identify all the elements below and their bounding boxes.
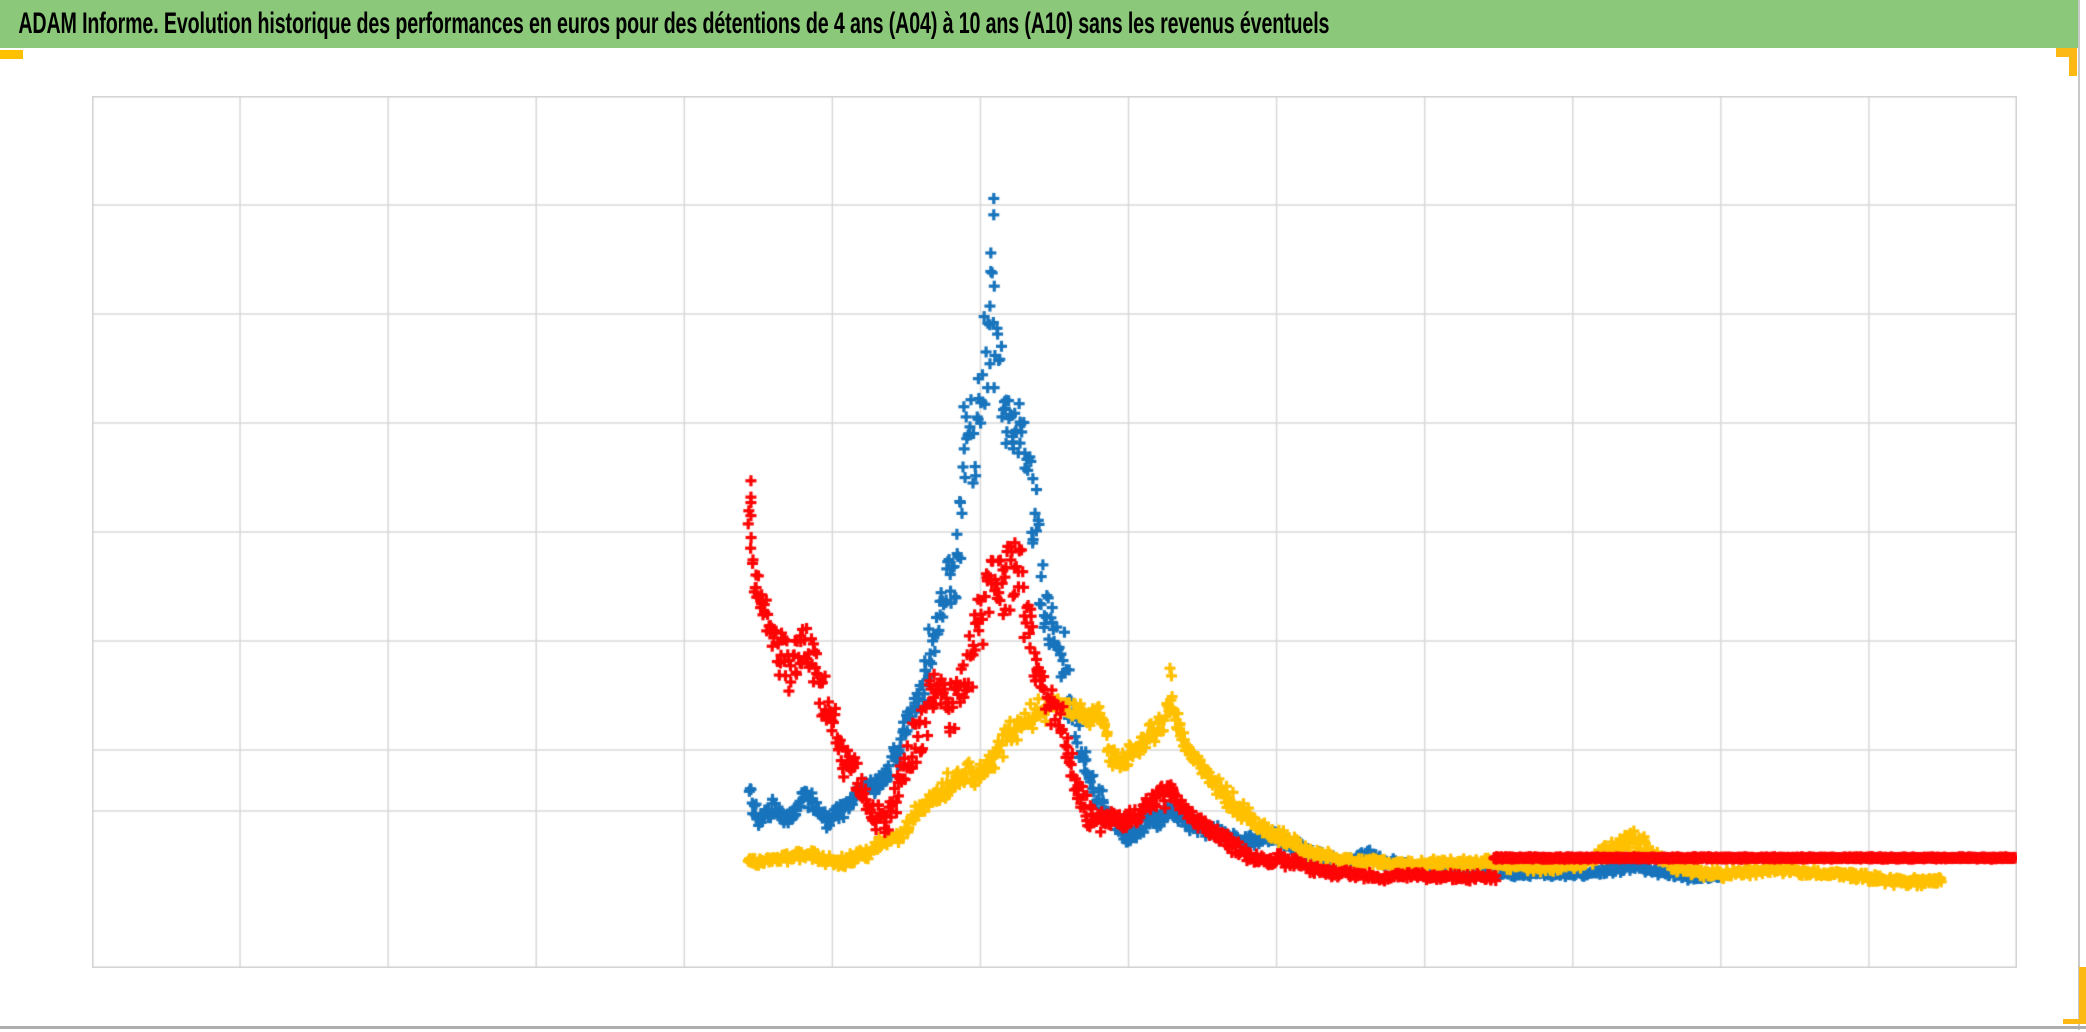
- bottom-border-rule: [0, 1026, 2086, 1029]
- bottom-right-corner-bracket: [2079, 967, 2086, 1024]
- right-border-rule: [2078, 0, 2080, 1030]
- scatter-chart: [92, 96, 2017, 968]
- slide-title-bar: ADAM Informe. Evolution historique des p…: [0, 0, 2080, 48]
- top-right-corner-bracket: [2056, 48, 2077, 57]
- bottom-right-corner-bracket: [2063, 1019, 2086, 1024]
- chart-canvas: [92, 96, 2017, 968]
- page-title: ADAM Informe. Evolution historique des p…: [18, 7, 1330, 40]
- top-right-corner-bracket: [2069, 48, 2077, 76]
- left-corner-tab-decoration: [0, 50, 23, 59]
